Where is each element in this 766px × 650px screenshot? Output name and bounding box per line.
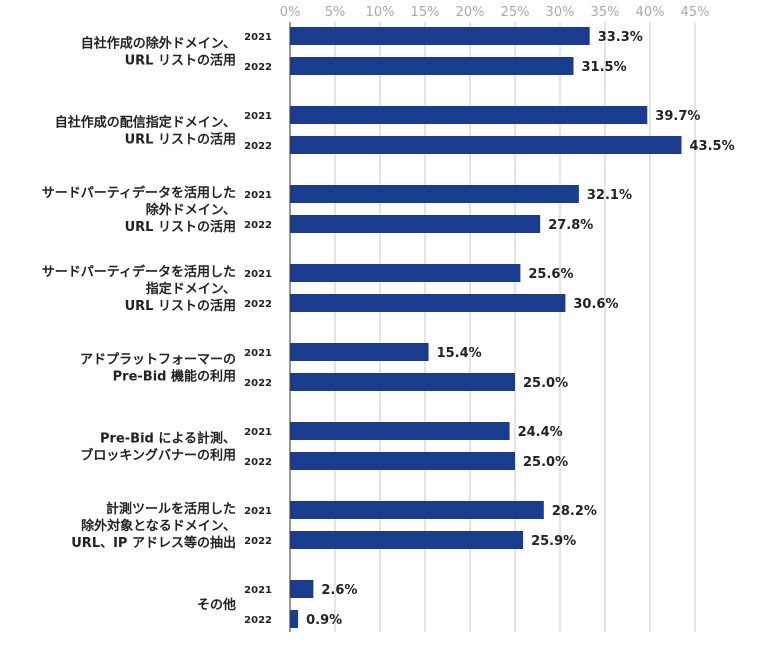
bar-2022 xyxy=(290,136,682,154)
x-tick-label: 5% xyxy=(325,5,346,20)
value-label: 25.0% xyxy=(523,376,568,391)
bar-2021 xyxy=(290,264,521,282)
series-year-label: 2022 xyxy=(244,457,272,468)
value-label: 25.0% xyxy=(523,455,568,470)
bar-2021 xyxy=(290,185,579,203)
value-label: 39.7% xyxy=(655,109,700,124)
bar-2021 xyxy=(290,27,590,45)
bar-2022 xyxy=(290,610,299,628)
value-label: 25.9% xyxy=(531,534,576,549)
bar-2021 xyxy=(290,580,314,598)
category-label: Pre-Bid 機能の利用 xyxy=(113,369,236,385)
bar-2021 xyxy=(290,501,544,519)
category-label: URL リストの活用 xyxy=(125,53,236,69)
category-label: 自社作成の除外ドメイン、 xyxy=(81,36,236,52)
value-label: 32.1% xyxy=(587,188,632,203)
series-year-label: 2021 xyxy=(244,190,272,201)
value-label: 24.4% xyxy=(518,425,563,440)
series-year-label: 2021 xyxy=(244,269,272,280)
bar-2022 xyxy=(290,531,524,549)
category-label: その他 xyxy=(197,597,236,613)
value-label: 0.9% xyxy=(306,613,342,628)
value-label: 43.5% xyxy=(690,139,735,154)
x-tick-label: 10% xyxy=(366,5,395,20)
series-year-label: 2021 xyxy=(244,585,272,596)
x-tick-label: 45% xyxy=(681,5,710,20)
category-label: URL リストの活用 xyxy=(125,298,236,314)
category-label: 除外ドメイン、 xyxy=(146,202,236,218)
x-tick-label: 15% xyxy=(411,5,440,20)
value-label: 28.2% xyxy=(552,504,597,519)
value-label: 25.6% xyxy=(528,267,573,282)
value-label: 31.5% xyxy=(582,60,627,75)
series-year-label: 2022 xyxy=(244,141,272,152)
category-label: 指定ドメイン、 xyxy=(146,281,236,297)
series-year-label: 2021 xyxy=(244,506,272,517)
category-label: 自社作成の配信指定ドメイン、 xyxy=(55,115,236,131)
bar-2022 xyxy=(290,215,541,233)
bars xyxy=(290,27,682,628)
category-label: URL、IP アドレス等の抽出 xyxy=(71,535,236,551)
x-axis-ticks: 0% 5% 10% 15% 20% 25% 30% 35% 40% 45% xyxy=(280,5,710,20)
category-label: ブロッキングバナーの利用 xyxy=(80,448,236,464)
category-label: Pre-Bid による計測、 xyxy=(100,431,236,447)
value-label: 33.3% xyxy=(598,30,643,45)
category-label: URL リストの活用 xyxy=(125,132,236,148)
x-tick-label: 30% xyxy=(546,5,575,20)
x-tick-label: 35% xyxy=(591,5,620,20)
value-label: 2.6% xyxy=(321,583,357,598)
category-label: サードパーティデータを活用した xyxy=(42,185,236,201)
category-label: アドプラットフォーマーの xyxy=(80,353,236,368)
value-label: 27.8% xyxy=(548,218,593,233)
series-year-label: 2022 xyxy=(244,62,272,73)
bar-2022 xyxy=(290,373,515,391)
series-year-label: 2021 xyxy=(244,348,272,359)
x-tick-label: 25% xyxy=(501,5,530,20)
category-label: 計測ツールを活用した xyxy=(106,501,236,517)
series-year-label: 2021 xyxy=(244,111,272,122)
series-year-label: 2022 xyxy=(244,378,272,389)
category-label: 除外対象となるドメイン、 xyxy=(81,518,236,534)
series-year-label: 2022 xyxy=(244,615,272,626)
category-label: URL リストの活用 xyxy=(125,219,236,235)
x-tick-label: 20% xyxy=(456,5,485,20)
bar-2021 xyxy=(290,106,648,124)
series-year-label: 2021 xyxy=(244,427,272,438)
series-year-label: 2021 xyxy=(244,32,272,43)
bar-2021 xyxy=(290,343,429,361)
bar-2022 xyxy=(290,452,515,470)
bar-2022 xyxy=(290,294,566,312)
series-year-label: 2022 xyxy=(244,299,272,310)
value-label: 30.6% xyxy=(573,297,618,312)
bar-2021 xyxy=(290,422,510,440)
value-label: 15.4% xyxy=(437,346,482,361)
category-label: サードパーティデータを活用した xyxy=(42,264,236,280)
x-tick-label: 40% xyxy=(636,5,665,20)
series-year-label: 2022 xyxy=(244,536,272,547)
bar-2022 xyxy=(290,57,574,75)
series-year-label: 2022 xyxy=(244,220,272,231)
x-tick-label: 0% xyxy=(280,5,301,20)
